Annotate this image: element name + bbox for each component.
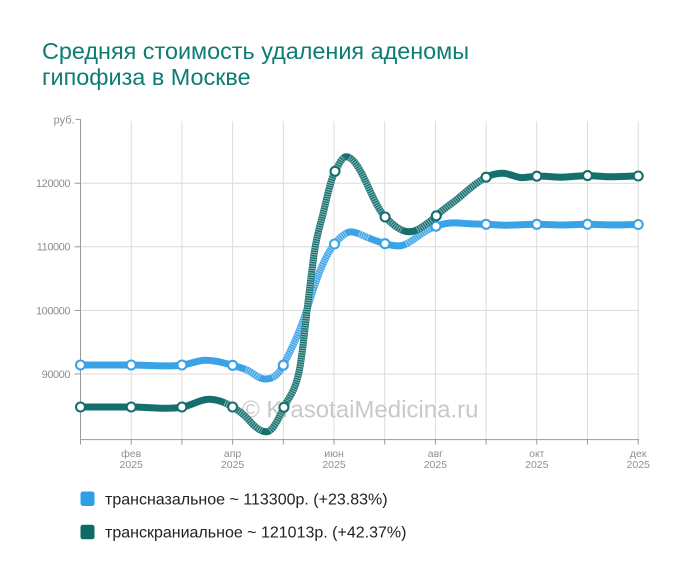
svg-text:2025: 2025 xyxy=(221,459,245,471)
svg-text:120000: 120000 xyxy=(36,178,70,190)
svg-text:Средняя стоимость удаления аде: Средняя стоимость удаления аденомы xyxy=(42,38,469,64)
svg-text:110000: 110000 xyxy=(37,242,71,254)
svg-text:авг: авг xyxy=(428,448,443,460)
svg-text:90000: 90000 xyxy=(42,369,71,381)
svg-text:апр: апр xyxy=(224,448,242,460)
svg-text:2025: 2025 xyxy=(525,459,549,471)
svg-text:2025: 2025 xyxy=(424,459,448,471)
svg-text:окт: окт xyxy=(529,448,545,460)
svg-text:руб.: руб. xyxy=(54,114,75,126)
svg-text:фев: фев xyxy=(121,448,141,460)
svg-text:дек: дек xyxy=(630,448,647,460)
svg-text:100000: 100000 xyxy=(36,305,70,317)
svg-text:трансназальное ~ 113300р. (+23: трансназальное ~ 113300р. (+23.83%) xyxy=(105,491,388,508)
svg-text:2025: 2025 xyxy=(627,459,651,471)
svg-text:июн: июн xyxy=(324,448,344,460)
svg-text:2025: 2025 xyxy=(322,459,346,471)
svg-text:гипофиза в Москве: гипофиза в Москве xyxy=(42,64,251,90)
svg-text:2025: 2025 xyxy=(120,459,144,471)
svg-text:транскраниальное ~ 121013р. (+: транскраниальное ~ 121013р. (+42.37%) xyxy=(105,525,406,542)
